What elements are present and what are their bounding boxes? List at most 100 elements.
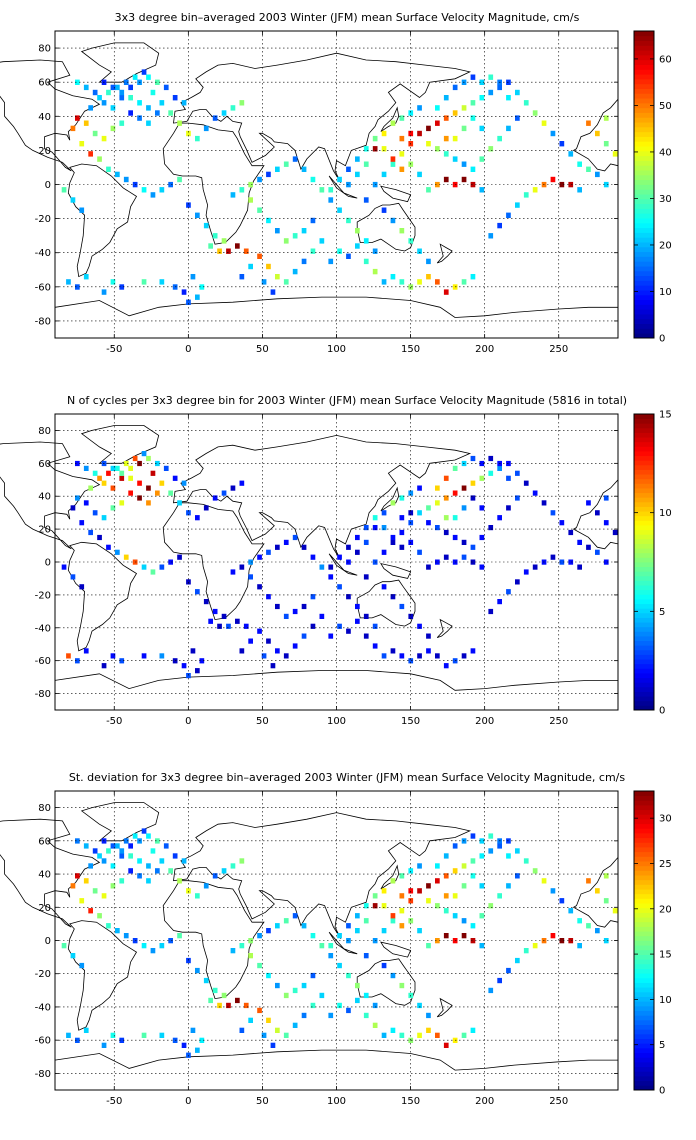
colorbar-segment [634,160,654,166]
colorbar-segment [634,1057,654,1063]
data-cell [328,187,334,193]
colorbar-segment [634,1052,654,1058]
data-cell [310,248,316,254]
colorbar-tick-label: 15 [659,950,672,961]
data-cell [257,962,262,969]
data-cell [239,858,245,864]
data-cell [203,883,209,889]
colorbar-segment [634,875,654,881]
colorbar-segment [634,441,654,447]
data-cell [177,176,182,183]
colorbar-segment [634,294,654,301]
data-cell [568,559,574,565]
data-cell [159,279,165,285]
colorbar-segment [634,184,654,190]
data-cell [110,485,116,491]
data-cell [355,228,360,234]
data-cell [163,84,169,91]
data-cell [363,574,369,580]
data-cell [292,643,298,649]
y-tick-label: 20 [38,525,51,536]
colorbar-segment [634,870,654,876]
data-cell [550,176,556,183]
data-cell [70,125,76,132]
data-cell [75,79,80,85]
data-cell [239,100,245,106]
data-cell [488,470,494,476]
colorbar-segment [634,141,654,147]
coastline [0,441,101,550]
data-cell [506,212,511,218]
data-cell [399,515,405,521]
data-cell [568,151,574,157]
data-cell [106,848,111,854]
data-cell [137,115,142,121]
data-cell [479,79,485,85]
colorbar-segment [634,954,654,960]
data-cell [372,1002,378,1009]
data-cell [390,156,396,162]
coastline [380,864,400,890]
data-cell [612,151,618,157]
y-tick-label: 80 [38,426,51,437]
colorbar-segment [634,940,654,946]
colorbar-segment [634,608,654,614]
data-cell [470,495,476,501]
data-cell [128,84,133,91]
colorbar-segment [634,78,654,85]
data-cell [97,156,102,162]
colorbar-frame [633,790,655,1091]
colorbar-segment [634,299,654,305]
data-cell [181,663,187,669]
data-cell [417,171,422,178]
data-cell [141,1032,147,1038]
data-cell [101,858,107,864]
colorbar-segment [634,795,654,801]
coastline [67,541,138,652]
data-cell [523,100,529,106]
data-cell [146,863,151,869]
data-cell [470,923,476,929]
colorbar-segment [634,1005,654,1011]
data-cell [119,878,125,884]
data-cell [461,554,467,560]
data-cell [181,1042,187,1048]
data-cell [595,130,600,137]
data-cell [310,1002,316,1009]
data-cell [461,918,467,924]
data-cell [363,258,369,265]
data-cell [506,125,511,132]
colorbar-segment [634,851,654,857]
y-tick-label: -20 [35,969,51,980]
colorbar-segment [634,515,654,521]
data-cell [199,1037,205,1043]
data-cell [363,992,369,999]
data-cell [399,228,405,234]
colorbar-segment [634,562,654,568]
colorbar-segment [634,1038,654,1044]
data-cell [408,868,414,874]
data-cell [328,564,334,570]
data-cell [328,1012,334,1019]
data-cell [190,1027,196,1033]
data-cell [155,838,160,844]
colorbar-segment [634,968,654,974]
panel-1-colorbar: 0 10 20 30 40 50 60 [633,30,672,345]
data-cell [230,948,236,954]
colorbar-segment [634,580,654,586]
data-cell [363,953,369,959]
colorbar-segment [634,179,654,185]
data-cell [390,500,396,506]
colorbar-segment [634,50,654,56]
data-cell [586,544,591,550]
data-cell [119,853,125,859]
data-cell [181,480,187,486]
data-cell [355,534,360,541]
x-tick-label: 200 [475,716,494,727]
data-cell [123,554,129,560]
data-cell [417,888,422,894]
data-cell [488,833,494,839]
data-cell [603,559,609,565]
data-cell [568,908,574,914]
data-cell [408,510,414,516]
